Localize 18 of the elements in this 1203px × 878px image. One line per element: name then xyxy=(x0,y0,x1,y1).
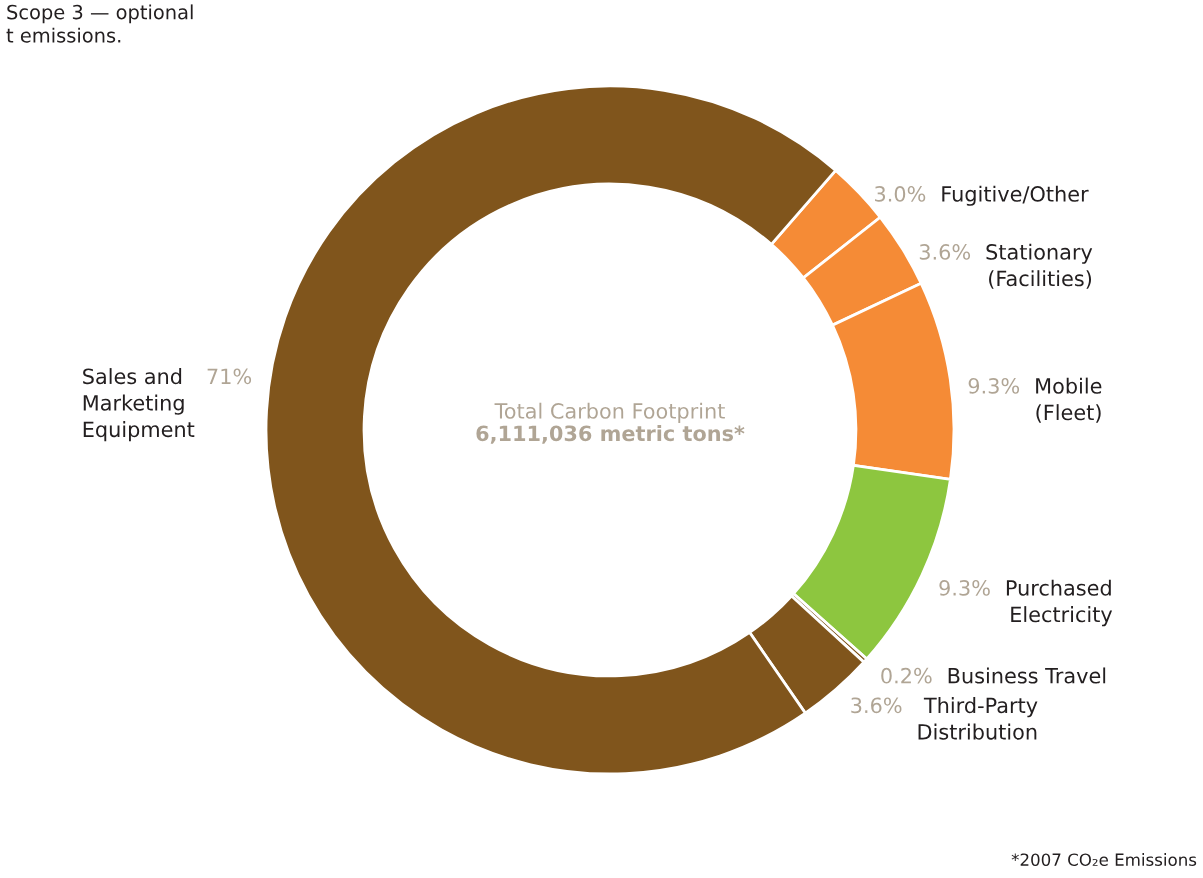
slice-label: Business Travel xyxy=(948,667,1106,684)
data-label: 3.6% xyxy=(851,697,902,714)
text: Scope 3 — optional t emissions. xyxy=(6,4,193,43)
data-label: 9.3% xyxy=(968,378,1020,394)
slice-label: Sales and Marketing Equipment xyxy=(83,368,195,442)
text: 6,111,036 metric tons* xyxy=(476,425,745,444)
text: *2007 CO₂e Emissions xyxy=(1011,853,1197,866)
data-label: 71% xyxy=(207,368,252,385)
text: Total Carbon Footprint xyxy=(494,402,725,423)
data-label: 3.6% xyxy=(919,244,971,260)
slice-label: Mobile (Fleet) xyxy=(1036,377,1102,423)
data-label: 0.2% xyxy=(881,667,932,684)
slice-label: Third-Party Distribution xyxy=(918,697,1038,740)
data-label: 3.0% xyxy=(875,186,926,202)
slice-label: Stationary (Facilities) xyxy=(986,243,1093,289)
data-label: 9.3% xyxy=(939,580,990,596)
slice-label: Fugitive/Other xyxy=(942,185,1089,206)
slice-label: Purchased Electricity xyxy=(1006,579,1113,627)
